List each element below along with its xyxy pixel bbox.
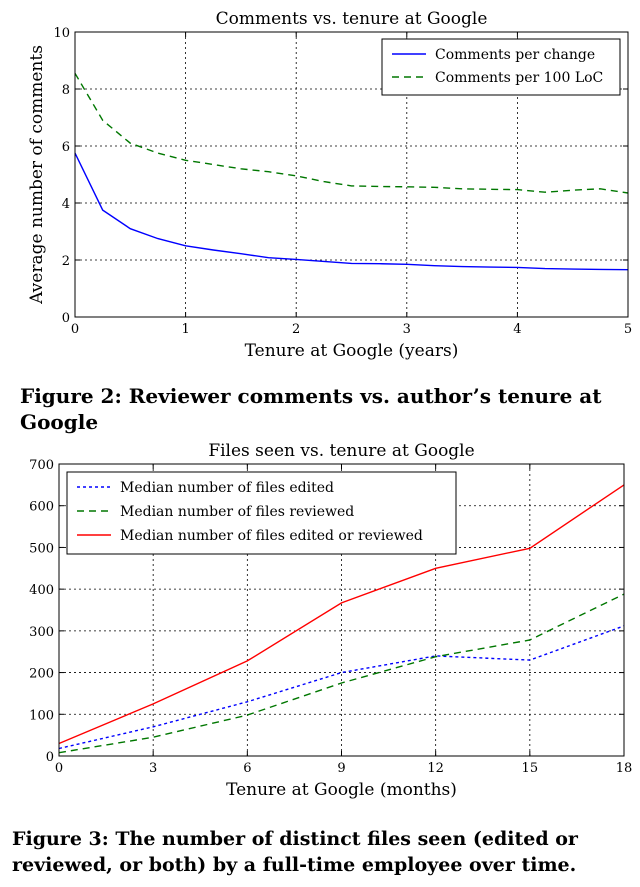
legend-box: [381, 38, 621, 96]
series-line-3: [58, 484, 625, 745]
y-tick-label: 0: [46, 750, 54, 765]
y-tick-label: 600: [29, 500, 54, 515]
series-line-2: [58, 593, 625, 754]
files-seen-vs-tenure-chart: 0 3 6 9 12 15 18 0 100 200 300 400 500 600 700 Files se…: [29, 441, 633, 800]
y-tick-label: 400: [29, 583, 54, 598]
x-axis-label: Tenure at Google (years): [245, 341, 459, 361]
y-tick-label: 100: [29, 708, 54, 723]
legend-label-2: Median number of files reviewed: [120, 504, 354, 520]
legend-label-1: Median number of files edited: [120, 480, 334, 496]
legend-label-2: Comments per 100 LoC: [435, 70, 603, 86]
comments-vs-tenure-chart: 0 1 2 3 4 5 0 2 4 6 8 10 Comments vs. tenure at Goog…: [27, 9, 632, 361]
legend-box: [66, 471, 457, 555]
x-tick-label: 6: [243, 761, 251, 776]
y-tick-label: 300: [29, 625, 54, 640]
plot-frame: [74, 31, 629, 318]
x-tick-label: 0: [55, 761, 63, 776]
x-tick-label: 1: [181, 322, 189, 337]
legend-label-1: Comments per change: [435, 47, 595, 63]
x-tick-label: 2: [292, 322, 300, 337]
x-tick-label: 3: [149, 761, 157, 776]
y-tick-label: 0: [62, 311, 70, 326]
y-tick-label: 200: [29, 667, 54, 682]
x-tick-label: 4: [513, 322, 521, 337]
x-axis-label: Tenure at Google (months): [226, 780, 457, 800]
y-tick-label: 2: [62, 254, 70, 269]
x-tick-label: 5: [624, 322, 632, 337]
y-tick-label: 8: [62, 83, 70, 98]
legend-label-3: Median number of files edited or reviewe…: [120, 528, 423, 544]
x-tick-label: 0: [71, 322, 79, 337]
y-tick-label: 6: [62, 140, 70, 155]
figure-2-caption: Figure 2: Reviewer comments vs. author’s…: [20, 384, 602, 434]
y-tick-label: 10: [53, 26, 70, 41]
series-line-2: [74, 72, 629, 194]
x-tick-label: 15: [522, 761, 539, 776]
series-line-1: [74, 152, 629, 271]
x-tick-label: 9: [337, 761, 345, 776]
chart-title: Files seen vs. tenure at Google: [208, 441, 474, 461]
y-tick-label: 700: [29, 458, 54, 473]
y-tick-label: 500: [29, 541, 54, 556]
x-tick-label: 3: [403, 322, 411, 337]
x-tick-label: 12: [427, 761, 444, 776]
chart-title: Comments vs. tenure at Google: [216, 9, 488, 29]
figure-3-caption: Figure 3: The number of distinct files s…: [12, 828, 578, 876]
y-axis-label: Average number of comments: [27, 45, 47, 305]
x-tick-label: 18: [616, 761, 633, 776]
y-tick-label: 4: [62, 197, 70, 212]
series-line-1: [58, 625, 625, 750]
